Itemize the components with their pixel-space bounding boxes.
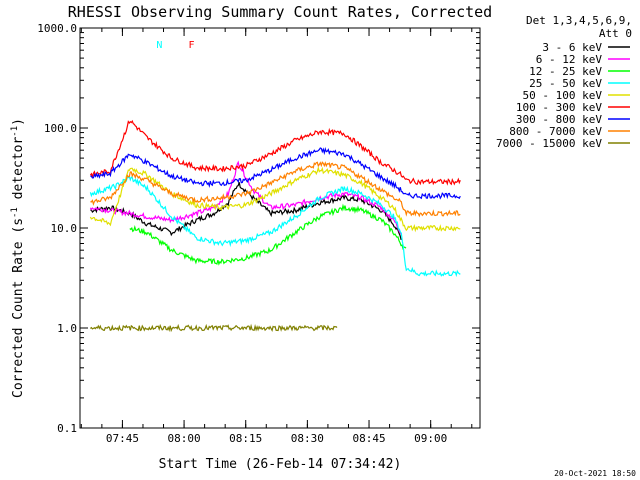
legend-label: 3 - 6 keV: [542, 41, 602, 54]
legend-label: 12 - 25 keV: [529, 65, 602, 78]
series-line-8: [90, 161, 461, 218]
x-tick-label: 08:00: [168, 432, 201, 445]
x-tick-label: 08:15: [229, 432, 262, 445]
y-axis-label-mid: detector: [11, 137, 26, 208]
legend-header-line-2: Att 0: [599, 27, 632, 40]
annotation-label-1: N: [156, 40, 162, 51]
series-line-9: [89, 323, 338, 333]
series-line-7: [90, 147, 461, 200]
plot-area: N F 0.1 1.0 10.0 100.0 1000.0 07:45 08:00 08:15 08…: [37, 22, 481, 445]
legend-label: 25 - 50 keV: [529, 77, 602, 90]
x-tick-label: 09:00: [414, 432, 447, 445]
x-tick-label: 07:45: [106, 432, 139, 445]
series-line-1: [90, 182, 402, 241]
series-line-4: [89, 175, 461, 278]
series-line-3: [129, 203, 407, 266]
series-line-2: [89, 160, 402, 235]
x-tick-label: 08:30: [291, 432, 324, 445]
legend-label: 300 - 800 keV: [516, 113, 602, 126]
y-axis-label-sup: -1: [10, 207, 20, 218]
series-line-6: [89, 119, 461, 186]
y-tick-label: 1000.0: [37, 22, 77, 35]
y-axis-label: Corrected Count Rate (s-1 detector-1): [10, 118, 26, 398]
y-tick-label: 100.0: [44, 122, 77, 135]
y-tick-label: 1.0: [57, 322, 77, 335]
y-axis-label-sup2: -1: [10, 126, 20, 137]
x-tick-label: 08:45: [352, 432, 385, 445]
legend-label: 6 - 12 keV: [536, 53, 603, 66]
legend-label: 7000 - 15000 keV: [496, 137, 602, 150]
legend-label: 100 - 300 keV: [516, 101, 602, 114]
x-axis-label: Start Time (26-Feb-14 07:34:42): [159, 457, 402, 472]
legend-header-line-1: Det 1,3,4,5,6,9,: [526, 14, 632, 27]
y-axis-label-suffix: ): [11, 118, 26, 126]
annotation-label-2: F: [188, 40, 194, 51]
legend-label: 50 - 100 keV: [523, 89, 603, 102]
y-tick-label: 0.1: [57, 422, 77, 435]
y-tick-label: 10.0: [51, 222, 78, 235]
series-line-5: [89, 165, 461, 233]
footer-date: 20-Oct-2021 18:50: [554, 469, 636, 478]
legend-label: 800 - 7000 keV: [509, 125, 602, 138]
y-axis-label-prefix: Corrected Count Rate (s: [11, 218, 26, 398]
chart-title: RHESSI Observing Summary Count Rates, Co…: [68, 3, 492, 21]
